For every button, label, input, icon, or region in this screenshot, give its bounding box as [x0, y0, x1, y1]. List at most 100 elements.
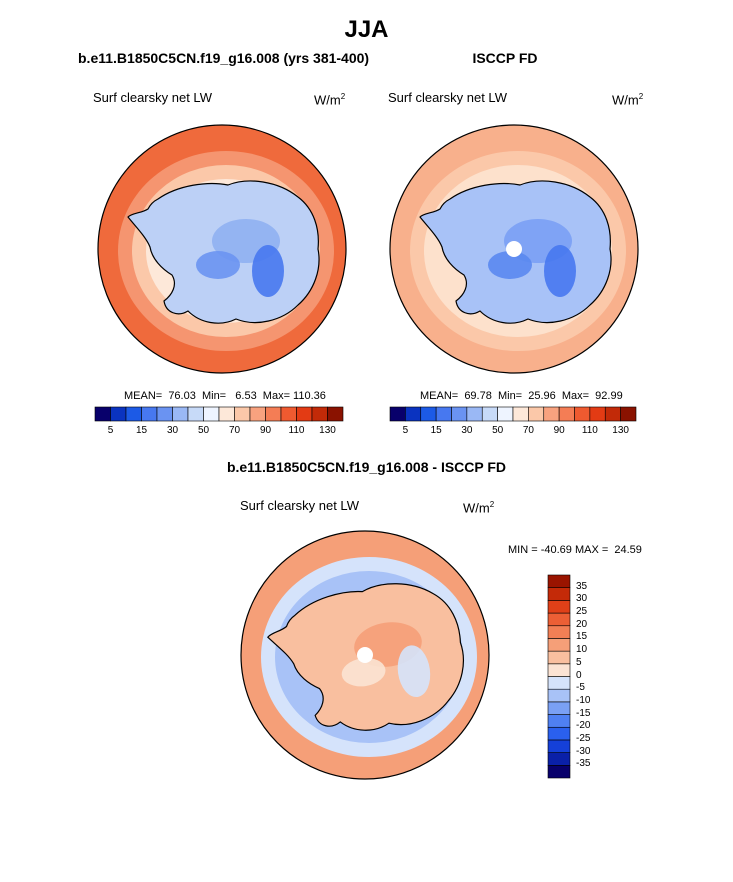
colorbar-cell	[203, 406, 220, 422]
colorbar-cell	[547, 726, 571, 741]
colorbar-cell	[547, 574, 571, 588]
colorbar-tick-label: 35	[576, 580, 588, 592]
colorbar-tick-label: 70	[228, 425, 241, 436]
colorbar-cell	[327, 406, 344, 422]
colorbar-cell	[512, 406, 529, 422]
diff-panel-title: b.e11.B1850C5CN.f19_g16.008 - ISCCP FD	[226, 459, 507, 475]
colorbar-cell	[420, 406, 437, 422]
continent-patch	[252, 245, 284, 297]
panel2-variable-label: Surf clearsky net LW	[388, 90, 507, 105]
map-field	[98, 125, 346, 373]
colorbar-tick-label: 30	[461, 425, 473, 436]
colorbar-cell	[574, 406, 591, 422]
map-border	[240, 530, 490, 780]
colorbar-tick-label: 50	[492, 425, 504, 436]
colorbar-cell	[547, 739, 571, 753]
colorbar-cell	[389, 406, 406, 422]
colorbar-tick-label: 0	[576, 669, 582, 681]
colorbar-cell	[249, 406, 266, 422]
colorbar-tick-label: -35	[576, 758, 591, 770]
colorbar-cell	[466, 406, 483, 422]
continent	[127, 180, 320, 324]
diff-units-label: W/m2	[463, 500, 495, 516]
colorbar-tick-label: 5	[402, 425, 409, 436]
colorbar-cell	[558, 406, 575, 422]
colorbar-cell	[280, 406, 297, 422]
colorbar-cell	[547, 663, 571, 677]
panel1-stats: MEAN= 76.03 Min= 6.53 Max= 110.36	[124, 390, 326, 402]
colorbar-cell	[547, 752, 571, 766]
panel1-variable-label: Surf clearsky net LW	[93, 90, 212, 105]
colorbar-tick-label: 90	[259, 425, 272, 436]
continent-patch	[397, 645, 431, 698]
colorbar-cell	[547, 638, 571, 652]
colorbar-cell	[547, 714, 571, 728]
map-observations	[389, 124, 639, 374]
continent-patch	[488, 251, 532, 279]
colorbar-cell	[94, 406, 111, 422]
colorbar-tick-label: 30	[166, 425, 179, 436]
colorbar-tick-label: 90	[553, 425, 565, 436]
colorbar-tick-label: -20	[576, 720, 591, 732]
colorbar-tick-label: 110	[581, 425, 598, 436]
colorbar-cell	[528, 406, 545, 422]
colorbar-cell	[620, 406, 637, 422]
colorbar-tick-label: -10	[576, 694, 591, 706]
continent-patch	[544, 245, 576, 297]
colorbar-tick-label: 5	[576, 656, 582, 668]
colorbar-cell	[589, 406, 606, 422]
panel1-units-label: W/m2	[314, 92, 346, 108]
colorbar-tick-label: 130	[612, 425, 629, 436]
colorbar-cell	[547, 650, 571, 665]
colorbar-cell	[547, 625, 571, 639]
pole-mask	[357, 647, 373, 663]
pole-mask	[506, 241, 522, 257]
map-border	[389, 124, 639, 374]
colorbar-tick-label: 70	[522, 425, 534, 436]
colorbar-cell	[110, 406, 127, 422]
colorbar-tick-label: 30	[576, 593, 588, 605]
colorbar-tick-label: 5	[107, 425, 114, 436]
colorbar-cell	[125, 406, 142, 422]
colorbar-observations	[389, 406, 637, 422]
panel2-stats: MEAN= 69.78 Min= 25.96 Max= 92.99	[420, 390, 623, 402]
colorbar-difference	[547, 574, 571, 779]
colorbar-cell	[405, 406, 422, 422]
colorbar-cell	[481, 406, 498, 422]
colorbar-cell	[604, 406, 621, 422]
colorbar-tick-label: -30	[576, 745, 591, 757]
colorbar-tick-label: -25	[576, 732, 591, 744]
map-field	[241, 531, 489, 779]
colorbar-tick-label: 50	[197, 425, 210, 436]
colorbar-cell	[547, 587, 571, 601]
colorbar-tick-label: 25	[576, 606, 588, 618]
colorbar-cell	[547, 688, 571, 703]
colorbar-cell	[234, 406, 251, 422]
colorbar-cell	[156, 406, 173, 422]
colorbar-tick-label: -5	[576, 682, 585, 694]
colorbar-cell	[311, 406, 328, 422]
colorbar-cell	[172, 406, 189, 422]
colorbar-cell	[543, 406, 560, 422]
colorbar-cell	[547, 765, 571, 779]
diff-variable-label: Surf clearsky net LW	[240, 498, 359, 513]
map-difference	[240, 530, 490, 780]
colorbar-model	[94, 406, 344, 422]
colorbar-tick-label: 15	[430, 425, 442, 436]
colorbar-tick-label: 20	[576, 618, 588, 630]
colorbar-tick-label: 10	[576, 644, 588, 656]
colorbar-cell	[497, 406, 514, 422]
colorbar-tick-label: -15	[576, 707, 591, 719]
continent-patch	[196, 251, 240, 279]
diff-stats: MIN = -40.69 MAX = 24.59	[508, 544, 642, 556]
map-border	[97, 124, 347, 374]
panel1-case-title: b.e11.B1850C5CN.f19_g16.008 (yrs 381-400…	[78, 50, 370, 66]
colorbar-tick-label: 15	[576, 631, 588, 643]
continent-patch	[341, 658, 386, 687]
colorbar-cell	[141, 406, 158, 422]
panel2-units-label: W/m2	[612, 92, 644, 108]
colorbar-cell	[547, 676, 571, 690]
colorbar-cell	[265, 406, 282, 422]
map-field	[390, 125, 638, 373]
colorbar-cell	[296, 406, 313, 422]
